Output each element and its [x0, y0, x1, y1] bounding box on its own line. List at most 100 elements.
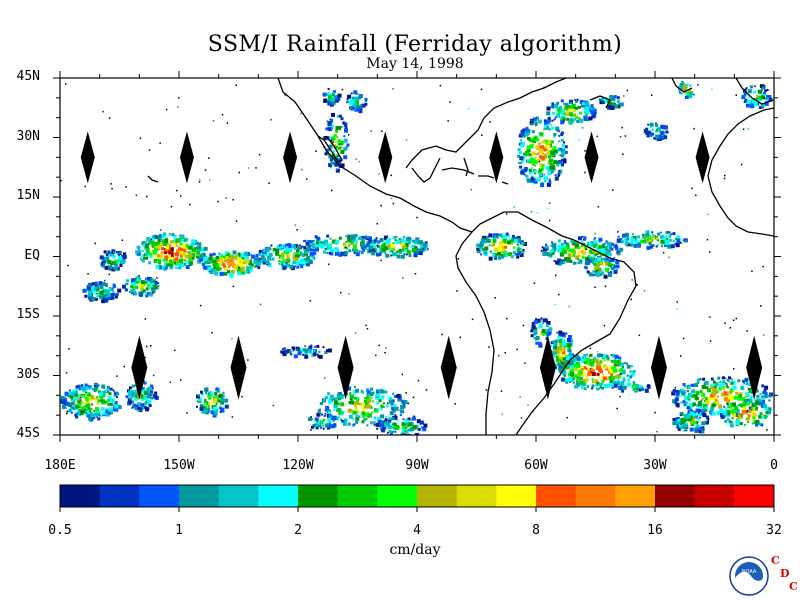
rain-cell [741, 409, 746, 414]
rain-cell [703, 382, 707, 386]
rain-cell [213, 258, 216, 260]
rain-cell [550, 341, 554, 345]
rain-cell [399, 251, 403, 254]
rain-speck [341, 88, 344, 91]
rain-cell [337, 93, 342, 98]
rain-cell [476, 249, 481, 254]
rain-cell [310, 344, 313, 347]
rain-speck [597, 206, 600, 208]
rain-cell [597, 353, 602, 358]
rain-cell [364, 102, 368, 106]
rain-cell [214, 271, 219, 276]
rain-cell [214, 392, 218, 396]
rain-cell [554, 174, 557, 176]
rain-cell [616, 360, 619, 363]
rain-cell [577, 379, 580, 382]
rain-cell [554, 246, 556, 249]
rain-speck [65, 372, 68, 374]
rain-cell [562, 119, 565, 122]
rain-cell [659, 136, 664, 140]
rain-cell [329, 102, 333, 105]
rain-speck [693, 127, 695, 130]
rain-cell [653, 234, 656, 237]
rain-cell [649, 122, 654, 127]
rain-cell [111, 253, 115, 257]
rain-cell [166, 263, 170, 267]
rain-cell [530, 177, 535, 182]
rain-cell [383, 235, 388, 240]
rain-cell [368, 241, 372, 245]
rain-cell [363, 244, 366, 247]
rain-speck [494, 297, 496, 299]
rain-cell [550, 244, 553, 247]
rain-speck [620, 373, 622, 375]
rain-cell [201, 262, 205, 266]
rain-cell [324, 98, 327, 101]
rain-cell [660, 235, 665, 240]
rain-cell [181, 250, 184, 253]
rain-cell [626, 382, 631, 387]
rain-cell [605, 240, 608, 243]
rain-cell [651, 231, 654, 234]
rain-cell [704, 406, 708, 410]
swath-gap [230, 335, 247, 400]
rain-cell [370, 387, 374, 391]
rain-cell [205, 255, 208, 258]
rain-speck [381, 130, 383, 132]
rain-cell [144, 277, 147, 280]
rain-speck [169, 381, 172, 383]
rain-cell [337, 408, 342, 413]
rain-cell [598, 98, 601, 101]
rain-cell [769, 392, 773, 397]
rain-cell [191, 256, 195, 260]
rain-speck [268, 182, 270, 184]
rain-cell [337, 160, 342, 165]
rain-cell [313, 349, 316, 352]
rain-cell [765, 412, 769, 416]
rain-cell [208, 256, 213, 261]
rain-speck [67, 264, 69, 267]
rain-cell [292, 255, 297, 260]
rain-cell [681, 391, 686, 396]
rain-cell [253, 260, 258, 265]
rain-speck [751, 270, 753, 272]
rain-cell [394, 239, 397, 242]
rain-cell [563, 141, 566, 144]
rain-cell [212, 263, 215, 266]
rain-speck [380, 205, 382, 207]
rain-cell [109, 387, 113, 391]
rain-cell [544, 125, 549, 130]
rain-cell [535, 341, 539, 345]
rain-cell [766, 97, 770, 101]
rain-cell [601, 386, 605, 390]
rain-cell [296, 249, 299, 253]
rain-speck [513, 206, 515, 208]
rain-cell [236, 257, 241, 262]
rain-cell [571, 353, 575, 357]
rain-cell [552, 170, 555, 173]
rain-cell [597, 383, 601, 387]
rain-cell [616, 96, 620, 100]
rain-cell [83, 408, 86, 411]
rain-cell [328, 399, 332, 404]
rain-cell [731, 380, 736, 385]
rain-cell [308, 240, 312, 243]
rain-cell [729, 403, 732, 405]
rain-cell [359, 95, 362, 98]
rain-cell [328, 419, 332, 423]
rain-cell [131, 384, 135, 388]
rain-cell [104, 265, 109, 270]
rain-cell [385, 421, 390, 426]
rain-cell [583, 237, 587, 241]
rain-cell [164, 249, 167, 251]
rain-cell [554, 176, 559, 181]
rain-cell [313, 251, 317, 255]
rain-cell [614, 104, 619, 109]
rain-cell [657, 239, 660, 242]
rain-cell [380, 408, 383, 411]
rain-cell [326, 422, 329, 425]
rain-cell [592, 244, 595, 247]
rain-cell [578, 237, 581, 240]
rain-cell [632, 369, 636, 373]
rain-cell [322, 346, 325, 349]
